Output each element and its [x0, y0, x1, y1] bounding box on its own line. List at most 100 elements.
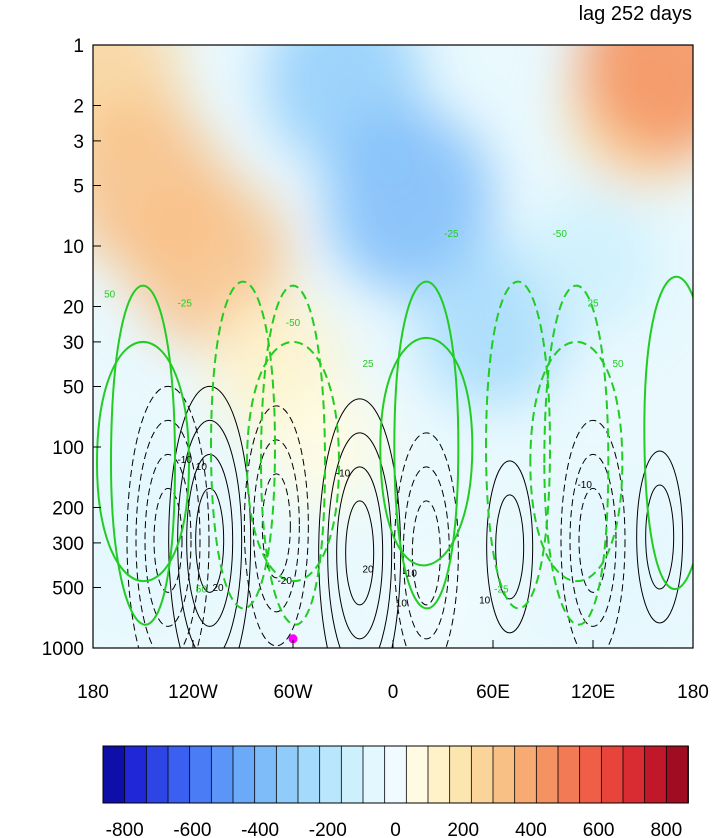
- colorbar-tick-label: -800: [106, 820, 144, 838]
- location-marker: [288, 634, 298, 644]
- shading-blob: [581, 45, 693, 157]
- y-tick-label: 100: [52, 438, 84, 459]
- colorbar-tick-label: -600: [173, 820, 211, 838]
- contour-label: -25: [177, 299, 192, 310]
- black-contour: [636, 450, 684, 624]
- green-contour: [209, 280, 277, 610]
- colorbar-swatch: [514, 745, 538, 804]
- contour-label: 25: [362, 359, 374, 370]
- colorbar-swatch: [449, 745, 473, 804]
- colorbar-swatch: [470, 745, 494, 804]
- y-tick-label: 10: [63, 237, 84, 258]
- contour-label: 25: [587, 299, 599, 310]
- green-contours: [95, 275, 693, 626]
- black-contour: [336, 466, 384, 640]
- colorbar-swatch: [600, 745, 624, 804]
- colorbar-swatch: [362, 745, 386, 804]
- contour-label: 10: [479, 595, 491, 606]
- colorbar-swatch: [384, 745, 408, 804]
- green-contour: [95, 341, 191, 583]
- x-tick-label: 120W: [168, 682, 218, 703]
- black-contour: [135, 419, 201, 648]
- colorbar-labels: -800 -600 -400 -200 0 200 400 600 800: [106, 820, 683, 838]
- colorbar-swatch: [665, 745, 689, 804]
- black-contour: [560, 419, 626, 648]
- y-tick-label: 2: [73, 97, 84, 118]
- green-contour: [484, 280, 552, 610]
- black-contour: [345, 500, 375, 606]
- black-contours: [126, 385, 684, 648]
- contour-label: 50: [196, 585, 208, 596]
- colorbar-tick-label: 400: [515, 820, 547, 838]
- contour-label: -10: [336, 468, 351, 479]
- colorbar-swatch: [579, 745, 603, 804]
- contour-label: 50: [104, 289, 116, 300]
- colorbar-swatch: [492, 745, 516, 804]
- black-contour: [186, 453, 234, 627]
- y-tick-label: 50: [63, 377, 84, 398]
- shading-layer: [93, 45, 693, 648]
- green-contour: [109, 284, 177, 626]
- colorbar-tick-label: -200: [309, 820, 347, 838]
- x-tick-label: 120E: [571, 682, 615, 703]
- colorbar-swatch: [297, 745, 321, 804]
- black-contour: [569, 453, 617, 627]
- black-contour: [327, 432, 393, 648]
- colorbar-swatch: [167, 745, 191, 804]
- black-contour: [168, 385, 252, 648]
- black-contour: [261, 473, 291, 579]
- contour-label: 50: [612, 359, 624, 370]
- x-tick-label: 180: [677, 682, 709, 703]
- colorbar-swatch: [319, 745, 343, 804]
- contour-label: -50: [286, 318, 301, 329]
- y-tick-label: 500: [52, 578, 84, 599]
- contour-label: -10: [177, 455, 192, 466]
- colorbar-swatch: [405, 745, 429, 804]
- y-axis: 1 2 3 5 10 20 30 50 100 200 300 500 1000: [42, 36, 101, 660]
- contour-label: -25: [444, 229, 459, 240]
- colorbar-frame: [102, 745, 689, 804]
- colorbar-tick-label: 800: [650, 820, 682, 838]
- green-contour: [259, 284, 327, 626]
- black-contour: [243, 405, 309, 647]
- colorbar-tick-label: 0: [390, 820, 401, 838]
- black-contour: [153, 487, 183, 593]
- y-tick-label: 300: [52, 534, 84, 555]
- black-contour: [144, 453, 192, 627]
- colorbar-tick-label: 200: [447, 820, 479, 838]
- y-tick-label: 30: [63, 333, 84, 354]
- contour-label: -20: [277, 576, 292, 587]
- black-contour: [393, 432, 459, 648]
- green-contour: [543, 284, 610, 626]
- black-contour: [177, 419, 243, 648]
- shading-blob: [551, 504, 668, 632]
- colorbar-swatch: [340, 745, 364, 804]
- colorbar-swatch: [232, 745, 256, 804]
- contour-label: 20: [362, 564, 374, 575]
- contour-label: 20: [212, 583, 224, 594]
- black-contour: [645, 484, 675, 590]
- contour-label: 10: [196, 462, 208, 473]
- shading-blob: [264, 379, 388, 515]
- colorbar-swatch: [102, 745, 126, 804]
- green-contour: [379, 336, 474, 567]
- shading-blob: [385, 540, 501, 648]
- black-contour: [411, 500, 441, 606]
- y-tick-label: 20: [63, 298, 84, 319]
- black-contour: [195, 487, 225, 593]
- colorbar-swatch: [644, 745, 668, 804]
- x-tick-label: 180: [77, 682, 109, 703]
- shading-blob: [528, 191, 658, 333]
- shading-blob: [325, 109, 494, 294]
- y-tick-label: 5: [73, 176, 84, 197]
- contour-label: 10: [396, 598, 408, 609]
- colorbar-swatch: [557, 745, 581, 804]
- y-tick-label: 1: [73, 36, 84, 57]
- black-contour: [126, 385, 210, 648]
- colorbar: [102, 745, 689, 804]
- colorbar-swatch: [254, 745, 278, 804]
- shading-blob: [93, 459, 205, 595]
- chart-title: lag 252 days: [579, 3, 692, 25]
- colorbar-swatch: [535, 745, 559, 804]
